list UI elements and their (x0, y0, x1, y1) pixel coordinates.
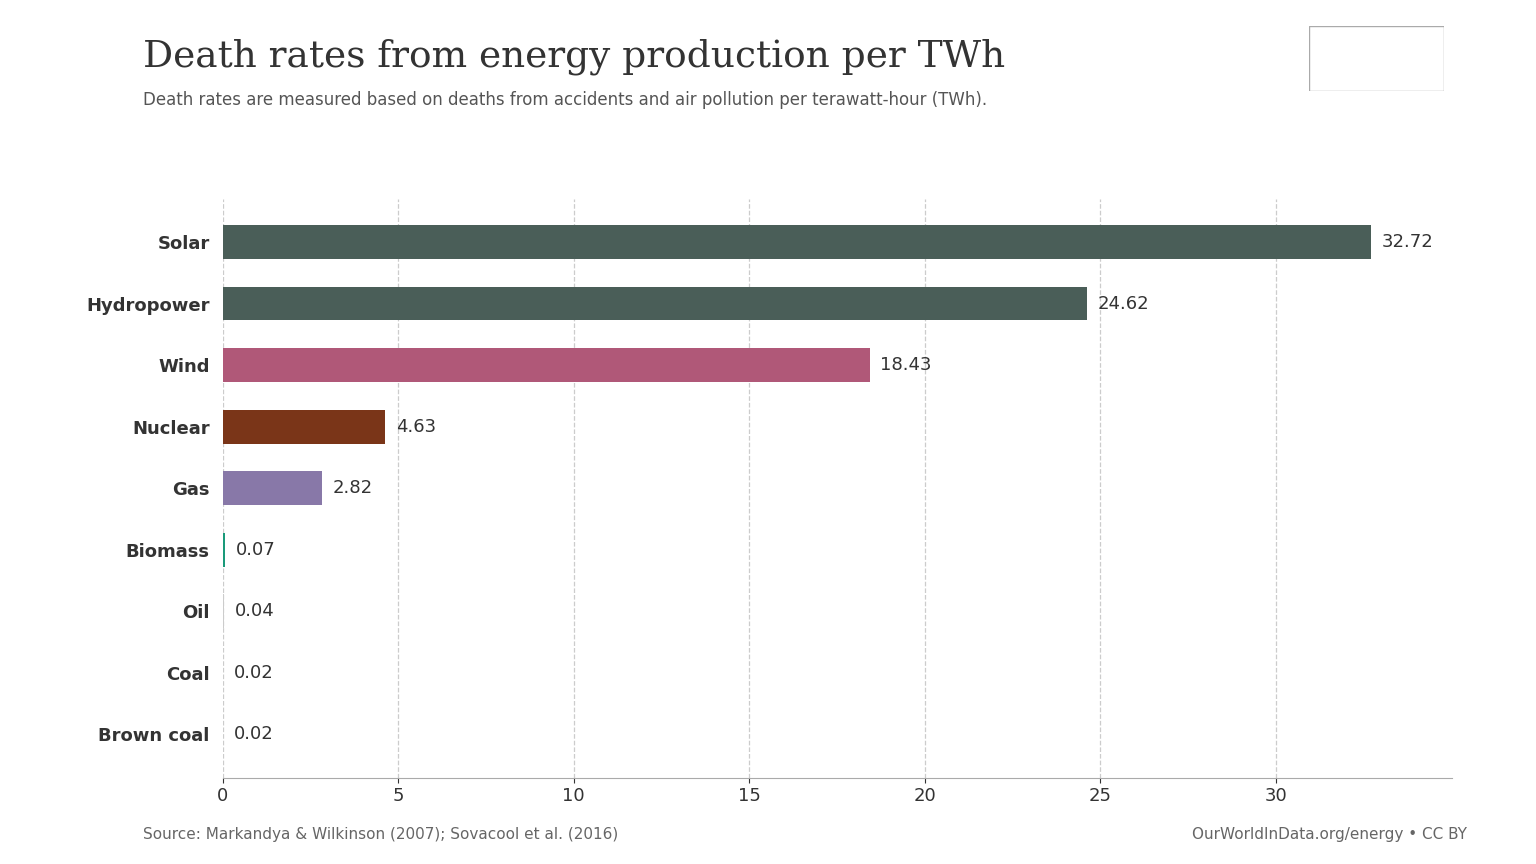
Text: 0.02: 0.02 (233, 726, 273, 743)
Text: 4.63: 4.63 (396, 417, 436, 435)
Text: 32.72: 32.72 (1382, 233, 1433, 251)
Text: Death rates from energy production per TWh: Death rates from energy production per T… (143, 39, 1005, 75)
Bar (223, 287, 1087, 321)
Bar (223, 225, 1372, 259)
Text: Death rates are measured based on deaths from accidents and air pollution per te: Death rates are measured based on deaths… (143, 91, 988, 109)
Text: Source: Markandya & Wilkinson (2007); Sovacool et al. (2016): Source: Markandya & Wilkinson (2007); So… (143, 828, 617, 842)
Bar (223, 471, 321, 505)
Bar (223, 410, 386, 443)
Bar (223, 348, 869, 382)
Text: 0.02: 0.02 (233, 664, 273, 682)
Text: 0.04: 0.04 (235, 602, 275, 620)
Bar (223, 533, 226, 567)
Text: in Data: in Data (1346, 65, 1407, 80)
Text: 18.43: 18.43 (880, 356, 932, 374)
Text: 24.62: 24.62 (1098, 295, 1149, 313)
Text: 0.07: 0.07 (235, 541, 275, 559)
Text: Our World: Our World (1333, 43, 1419, 58)
Text: 2.82: 2.82 (332, 480, 372, 497)
Text: OurWorldInData.org/energy • CC BY: OurWorldInData.org/energy • CC BY (1192, 828, 1467, 842)
